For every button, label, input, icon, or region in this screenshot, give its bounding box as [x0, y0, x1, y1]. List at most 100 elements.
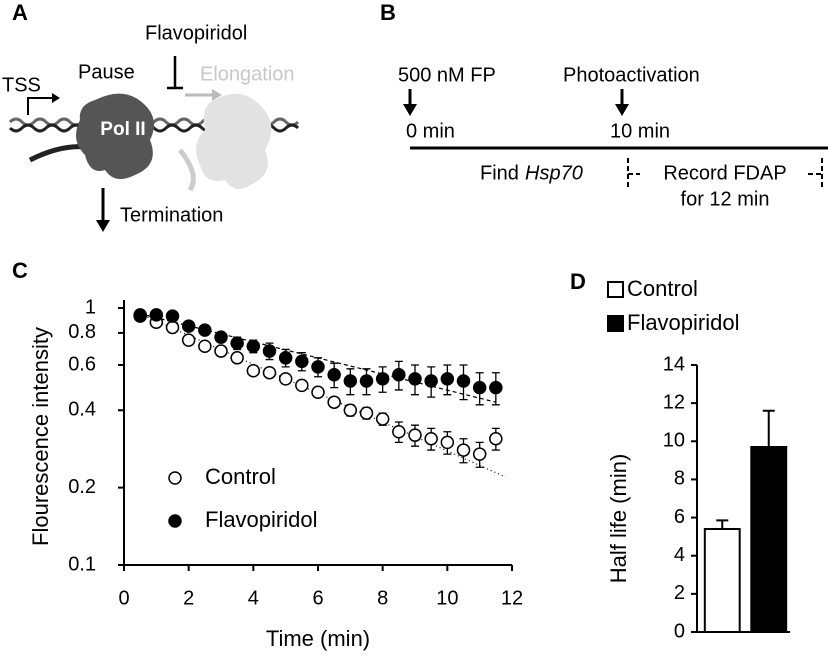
find-label: Find [480, 162, 519, 184]
point [165, 309, 180, 323]
point [181, 333, 196, 347]
tss-label: TSS [2, 74, 41, 96]
point [472, 380, 487, 395]
y-tick-label: 10 [663, 430, 685, 452]
point [311, 385, 325, 400]
y-tick-label: 1 [85, 296, 96, 318]
panel-label: C [12, 258, 28, 283]
y-tick-label: 2 [674, 582, 685, 604]
point [375, 412, 390, 426]
legend-label: Flavopiridol [205, 507, 318, 532]
point [424, 431, 438, 446]
point [278, 351, 293, 365]
time-label: 10 min [610, 120, 670, 142]
x-tick-label: 8 [377, 587, 388, 609]
y-tick-label: 0 [674, 620, 685, 642]
inhibition-mark [167, 56, 183, 90]
drug-label: 500 nM FP [398, 64, 496, 86]
arrow-head [52, 93, 60, 103]
y-tick-label: 0.6 [68, 353, 96, 375]
y-tick-label: 0.8 [68, 321, 96, 343]
y-tick-label: 0.4 [68, 399, 96, 421]
legend-marker [168, 514, 182, 528]
y-tick-label: 4 [674, 544, 685, 566]
point [198, 323, 212, 337]
legend-marker [168, 471, 182, 485]
point [456, 374, 471, 388]
elongation-label: Elongation [200, 63, 295, 85]
arrow-head [212, 89, 222, 101]
y-tick-label: 12 [663, 391, 685, 413]
point [489, 380, 503, 395]
y-axis-title: Flourescence intensity [28, 327, 53, 546]
error-bar [762, 409, 775, 448]
point [149, 308, 164, 322]
duration-label: for 12 min [681, 188, 770, 210]
y-tick-label: 8 [674, 468, 685, 490]
point [246, 363, 261, 378]
point [230, 351, 244, 365]
photoactivation-label: Photoactivation [563, 64, 700, 86]
point [214, 330, 228, 344]
point [295, 378, 309, 393]
pause-label: Pause [78, 61, 135, 83]
point [214, 344, 228, 358]
point [165, 320, 180, 335]
point [440, 435, 455, 450]
point [375, 372, 390, 386]
point [408, 372, 422, 386]
tss-arrow [27, 97, 52, 115]
x-axis-title: Time (min) [266, 626, 370, 651]
inhibitor-label: Flavopiridol [145, 22, 247, 44]
gene-label: Hsp70 [525, 162, 583, 184]
y-tick-label: 0.1 [68, 553, 96, 575]
legend-swatch [607, 315, 624, 332]
rna [178, 148, 196, 192]
point [278, 372, 293, 386]
polymerase-label: Pol II [100, 119, 145, 140]
point [424, 374, 438, 388]
arrow-head [403, 104, 417, 116]
arrow-head [615, 104, 629, 116]
legend-label: Flavopiridol [627, 310, 740, 335]
point [359, 406, 374, 420]
bar [750, 446, 788, 633]
point [472, 447, 487, 461]
point [295, 354, 309, 369]
arrow-head [96, 220, 110, 232]
panel-b: B 500 nM FP Photoactivation 0 min 10 min… [380, 0, 828, 210]
y-tick-label: 6 [674, 506, 685, 528]
point [230, 336, 244, 350]
point [311, 360, 325, 374]
x-tick-label: 2 [183, 587, 194, 609]
panel-label: D [570, 269, 586, 294]
paused-polymerase [76, 93, 154, 179]
point [246, 339, 261, 353]
point [327, 395, 341, 409]
point [456, 443, 471, 457]
point [343, 374, 358, 388]
point [262, 365, 277, 380]
x-tick-label: 6 [312, 587, 323, 609]
termination-label: Termination [120, 204, 223, 226]
panel-label: B [380, 0, 396, 25]
point [408, 428, 422, 442]
record-bracket [627, 158, 823, 190]
legend-swatch [607, 281, 624, 298]
point [359, 374, 374, 388]
panel-label: A [12, 0, 28, 25]
legend-label: Control [205, 464, 276, 489]
x-tick-label: 10 [436, 587, 458, 609]
point [133, 308, 147, 322]
point [392, 367, 406, 382]
x-tick-label: 12 [501, 587, 523, 609]
point [198, 339, 212, 353]
x-tick-label: 4 [248, 587, 259, 609]
panel-a: A Pol II TSS Pause Flavopiridol Elongati… [2, 0, 300, 232]
elongating-polymerase [196, 93, 272, 189]
x-tick-label: 0 [118, 587, 129, 609]
y-tick-label: 0.2 [68, 476, 96, 498]
y-tick-label: 14 [663, 353, 685, 375]
point [489, 431, 503, 446]
